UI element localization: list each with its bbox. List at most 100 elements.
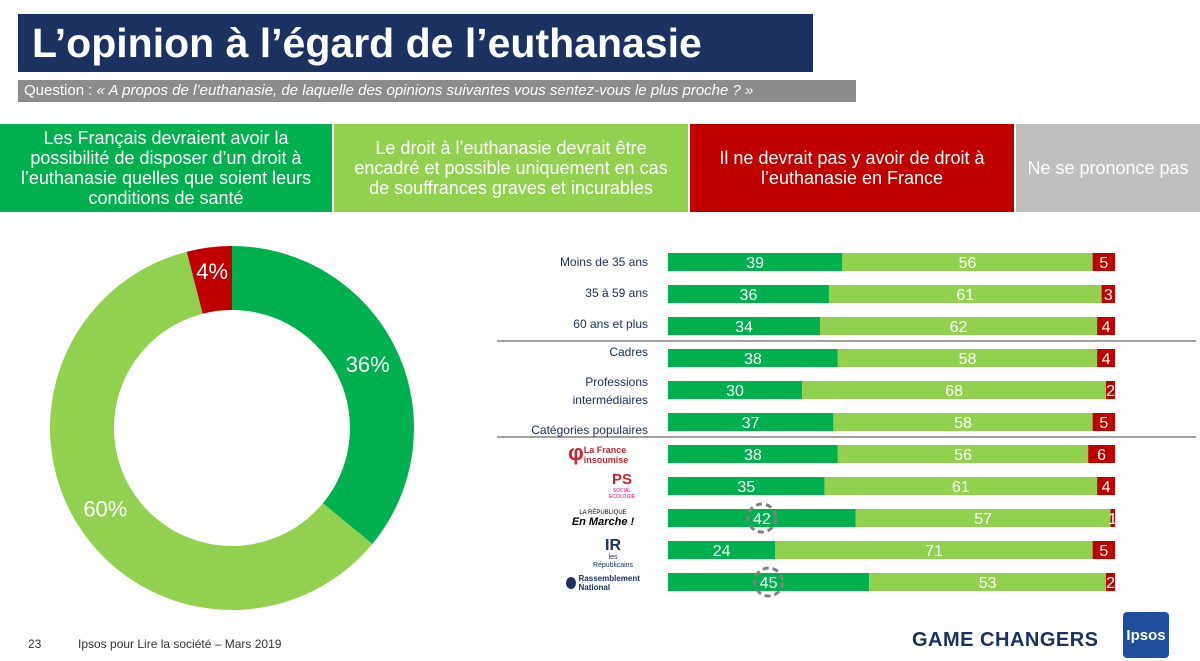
bar-value-label: 56 xyxy=(954,447,972,464)
rn-logo-text: Rassemblement National xyxy=(578,574,640,592)
bar-segment xyxy=(668,381,803,399)
footer-source: Ipsos pour Lire la société – Mars 2019 xyxy=(78,637,282,651)
page-title: L’opinion à l’égard de l’euthanasie xyxy=(18,14,813,72)
bar-segment xyxy=(668,285,829,303)
row-label-professions-a: Professions xyxy=(585,375,648,389)
bar-segment xyxy=(842,253,1093,271)
bar-segment xyxy=(1106,573,1115,591)
flame-icon xyxy=(566,577,576,589)
bar-segment xyxy=(1097,477,1115,495)
bar-segment xyxy=(668,317,820,335)
bar-value-label: 4 xyxy=(1102,351,1111,368)
bar-value-label: 1 xyxy=(1108,511,1117,528)
bar-value-label: 3 xyxy=(1104,287,1113,304)
row-label-age-35-59: 35 à 59 ans xyxy=(585,286,648,300)
lfi-logo: φ La France insoumise xyxy=(568,440,644,466)
bar-value-label: 39 xyxy=(746,255,764,272)
legend-item-against: Il ne devrait pas y avoir de droit à l’e… xyxy=(690,124,1014,212)
bar-segment xyxy=(1088,445,1115,463)
legend-item-favorable: Les Français devraient avoir la possibil… xyxy=(0,124,332,212)
bar-value-label: 24 xyxy=(713,543,731,560)
bar-value-label: 58 xyxy=(954,415,972,432)
bar-value-label: 57 xyxy=(974,511,992,528)
bar-segment xyxy=(1092,253,1115,271)
bar-segment xyxy=(855,509,1111,527)
ps-logo-sub: SOCIAL ÉCOLOGIE xyxy=(608,488,636,500)
page-number: 23 xyxy=(28,637,42,651)
bar-value-label: 58 xyxy=(959,351,977,368)
donut-slice xyxy=(232,246,414,545)
bar-segment xyxy=(668,541,776,559)
bar-segment xyxy=(668,445,838,463)
legend-item-no-opinion: Ne se prononce pas xyxy=(1016,124,1200,212)
bar-value-label: 38 xyxy=(744,351,762,368)
bar-segment xyxy=(668,253,843,271)
bar-segment xyxy=(1092,541,1115,559)
bar-value-label: 34 xyxy=(735,319,753,336)
rn-logo: Rassemblement National xyxy=(566,574,654,592)
legend-item-framed: Le droit à l’euthanasie devrait être enc… xyxy=(334,124,688,212)
donut-slice xyxy=(49,251,373,610)
row-label-cadres: Cadres xyxy=(609,345,648,359)
donut-slice-label: 4% xyxy=(196,259,228,284)
bar-segment xyxy=(668,349,838,367)
bar-segment xyxy=(775,541,1093,559)
ps-logo-text: PS xyxy=(611,471,632,488)
bar-value-label: 61 xyxy=(952,479,970,496)
bar-segment xyxy=(1092,413,1115,431)
bar-segment xyxy=(668,509,856,527)
bar-value-label: 2 xyxy=(1106,575,1115,592)
bar-segment xyxy=(833,413,1093,431)
bar-segment xyxy=(837,445,1089,463)
bar-segment xyxy=(1101,285,1115,303)
bar-segment xyxy=(668,573,870,591)
donut-slice-label: 36% xyxy=(346,352,390,377)
bar-value-label: 61 xyxy=(956,287,974,304)
bar-value-label: 35 xyxy=(737,479,755,496)
bar-value-label: 42 xyxy=(753,511,771,528)
row-label-age-60-plus: 60 ans et plus xyxy=(573,317,648,331)
game-changers-tagline: GAME CHANGERS xyxy=(912,629,1099,651)
lr-icon: IR xyxy=(605,537,621,554)
bar-segment xyxy=(1110,509,1115,527)
bar-value-label: 5 xyxy=(1099,543,1108,560)
bar-value-label: 30 xyxy=(726,383,744,400)
bar-value-label: 45 xyxy=(760,575,778,592)
bar-value-label: 5 xyxy=(1099,415,1108,432)
phi-icon: φ xyxy=(568,440,584,465)
bar-value-label: 6 xyxy=(1097,447,1106,464)
bar-value-label: 62 xyxy=(950,319,968,336)
bar-segment xyxy=(824,477,1098,495)
highlight-circle xyxy=(753,566,785,598)
bar-value-label: 36 xyxy=(740,287,758,304)
lr-logo-text: les Républicains xyxy=(592,554,634,569)
row-label-age-under-35: Moins de 35 ans xyxy=(559,255,648,269)
bar-value-label: 56 xyxy=(959,255,977,272)
bar-segment xyxy=(1097,349,1115,367)
bar-segment xyxy=(668,413,834,431)
question-bar: Question : « A propos de l’euthanasie, d… xyxy=(18,80,856,102)
bar-value-label: 5 xyxy=(1099,255,1108,272)
bar-value-label: 38 xyxy=(744,447,762,464)
bar-segment xyxy=(837,349,1098,367)
bar-value-label: 37 xyxy=(742,415,760,432)
bar-value-label: 53 xyxy=(979,575,997,592)
highlight-circle xyxy=(746,502,778,534)
lrem-logo-small: LA RÉPUBLIQUE xyxy=(579,510,627,516)
row-label-professions-b: intermédiaires xyxy=(572,393,648,407)
bar-segment xyxy=(828,285,1102,303)
lrem-logo: LA RÉPUBLIQUE En Marche ! xyxy=(560,510,646,528)
bar-segment xyxy=(1106,381,1115,399)
question-prefix: Question : xyxy=(24,82,97,99)
lrem-logo-text: En Marche ! xyxy=(571,516,635,528)
bar-segment xyxy=(819,317,1098,335)
lr-logo: IR les Républicains xyxy=(590,538,636,570)
donut-slice-label: 60% xyxy=(83,496,127,521)
ps-logo: PS SOCIAL ÉCOLOGIE xyxy=(600,471,644,501)
bar-segment xyxy=(1097,317,1115,335)
bar-segment xyxy=(802,381,1107,399)
bar-value-label: 68 xyxy=(945,383,963,400)
bar-value-label: 4 xyxy=(1102,479,1111,496)
bar-value-label: 71 xyxy=(925,543,943,560)
